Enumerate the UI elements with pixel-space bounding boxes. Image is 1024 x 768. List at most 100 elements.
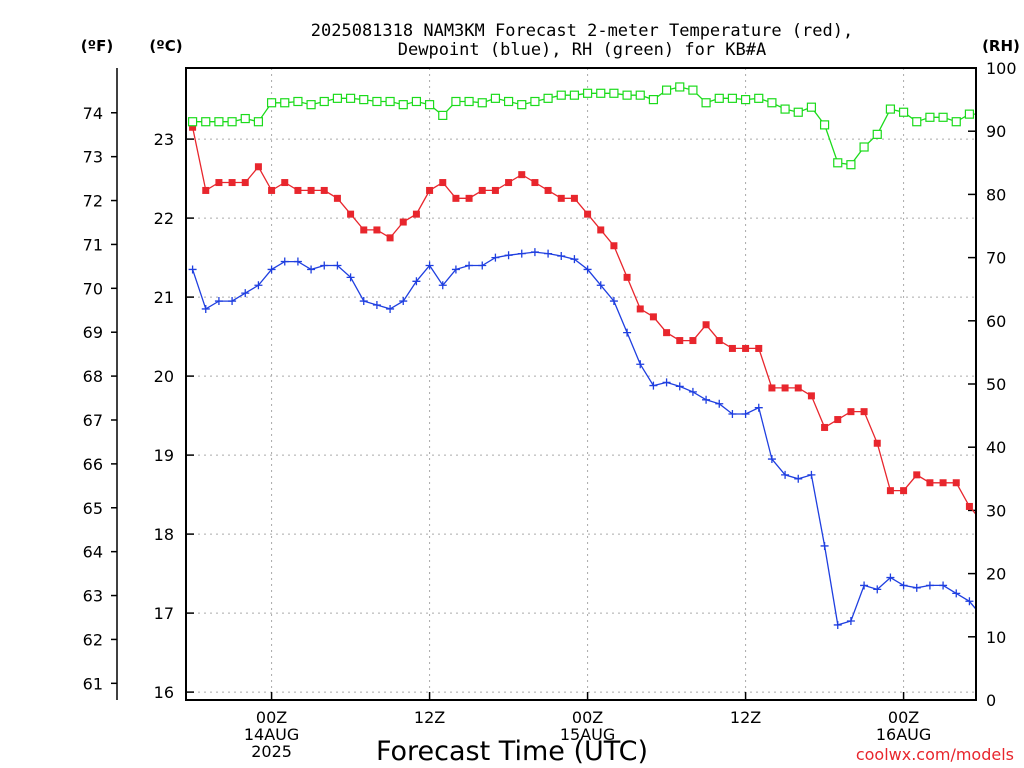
celsius-tick-label: 22 xyxy=(154,209,174,228)
data-point xyxy=(214,117,224,127)
data-point xyxy=(820,541,829,550)
rh-axis: 0 10 20 30 40 50 60 70 80 90 100 xyxy=(968,59,1017,710)
rh-tick-label: 20 xyxy=(986,565,1006,584)
celsius-tick-label: 19 xyxy=(154,446,174,465)
data-point xyxy=(807,470,816,479)
time-tick-label: 16AUG xyxy=(876,725,931,744)
data-point xyxy=(333,194,341,202)
rh-tick-label: 80 xyxy=(986,185,1006,204)
data-point xyxy=(793,107,803,117)
data-point xyxy=(596,281,605,290)
fahrenheit-tick-label: 61 xyxy=(83,674,103,693)
data-point xyxy=(399,218,407,226)
series-temperature xyxy=(189,123,976,516)
data-point xyxy=(320,261,329,270)
data-point xyxy=(913,471,921,479)
data-point xyxy=(742,344,750,352)
data-point xyxy=(280,257,289,266)
data-point xyxy=(386,304,395,313)
data-point xyxy=(544,249,553,258)
data-point xyxy=(478,186,486,194)
data-point xyxy=(715,337,723,345)
data-point xyxy=(661,85,672,95)
data-point xyxy=(833,158,843,168)
data-point xyxy=(253,117,264,127)
data-point xyxy=(333,261,342,270)
data-point xyxy=(241,179,249,187)
data-point xyxy=(912,117,922,127)
fahrenheit-tick-label: 63 xyxy=(83,587,103,606)
data-point xyxy=(952,589,961,598)
time-tick-label: 00Z xyxy=(888,708,919,727)
data-point xyxy=(307,186,315,194)
data-point xyxy=(755,344,763,352)
data-point xyxy=(689,337,697,345)
data-point xyxy=(412,210,420,218)
time-tick-label: 00Z xyxy=(572,708,603,727)
data-point xyxy=(715,399,724,408)
data-point xyxy=(701,98,711,108)
data-point xyxy=(412,277,421,286)
data-point xyxy=(293,257,302,266)
data-point xyxy=(873,439,881,447)
data-point xyxy=(386,234,394,242)
data-point xyxy=(688,387,697,396)
data-point xyxy=(439,179,447,187)
data-point xyxy=(649,381,658,390)
data-point xyxy=(254,281,263,290)
data-point xyxy=(465,194,473,202)
data-point xyxy=(189,123,197,131)
data-point xyxy=(266,98,277,108)
data-point xyxy=(543,93,553,103)
data-point xyxy=(228,179,236,187)
fahrenheit-tick-label: 73 xyxy=(83,148,103,167)
data-point xyxy=(767,98,777,108)
data-point xyxy=(767,455,776,464)
data-point xyxy=(780,104,790,114)
data-point xyxy=(846,617,855,625)
data-point xyxy=(425,261,434,270)
rh-tick-label: 50 xyxy=(986,375,1006,394)
rh-axis-label: (RH) xyxy=(982,37,1020,55)
data-point xyxy=(359,297,368,306)
data-point xyxy=(306,100,316,110)
data-point xyxy=(597,226,605,234)
data-series xyxy=(187,82,987,629)
data-point xyxy=(741,410,750,419)
data-point xyxy=(214,297,223,306)
data-point xyxy=(623,328,632,337)
data-point xyxy=(478,261,487,270)
data-point xyxy=(385,96,395,107)
data-point xyxy=(281,179,289,187)
data-point xyxy=(503,96,514,107)
data-point xyxy=(622,90,632,100)
data-point xyxy=(939,479,947,487)
x-axis-title: Forecast Time (UTC) xyxy=(376,736,648,767)
rh-tick-label: 10 xyxy=(986,628,1006,647)
data-point xyxy=(979,613,987,621)
data-point xyxy=(267,265,276,274)
fahrenheit-tick-label: 72 xyxy=(83,192,103,211)
data-point xyxy=(952,479,960,487)
data-point xyxy=(227,117,237,127)
data-point xyxy=(582,88,593,98)
data-point xyxy=(360,226,368,234)
celsius-tick-label: 17 xyxy=(154,604,174,623)
celsius-tick-label: 23 xyxy=(154,130,174,149)
data-point xyxy=(399,297,408,306)
celsius-axis-label: (ºC) xyxy=(149,37,182,55)
data-point xyxy=(714,93,724,103)
data-point xyxy=(544,186,552,194)
data-point xyxy=(373,226,381,234)
data-point xyxy=(530,248,539,257)
data-point xyxy=(833,620,842,629)
data-point xyxy=(294,186,302,194)
time-tick-label: 15AUG xyxy=(560,725,615,744)
fahrenheit-tick-label: 64 xyxy=(83,543,103,562)
data-point xyxy=(451,265,460,274)
data-point xyxy=(965,597,974,606)
celsius-axis: 16 17 18 19 20 21 22 23 xyxy=(154,130,194,702)
celsius-tick-label: 20 xyxy=(154,367,174,386)
data-point xyxy=(728,344,736,352)
data-point xyxy=(372,301,381,309)
